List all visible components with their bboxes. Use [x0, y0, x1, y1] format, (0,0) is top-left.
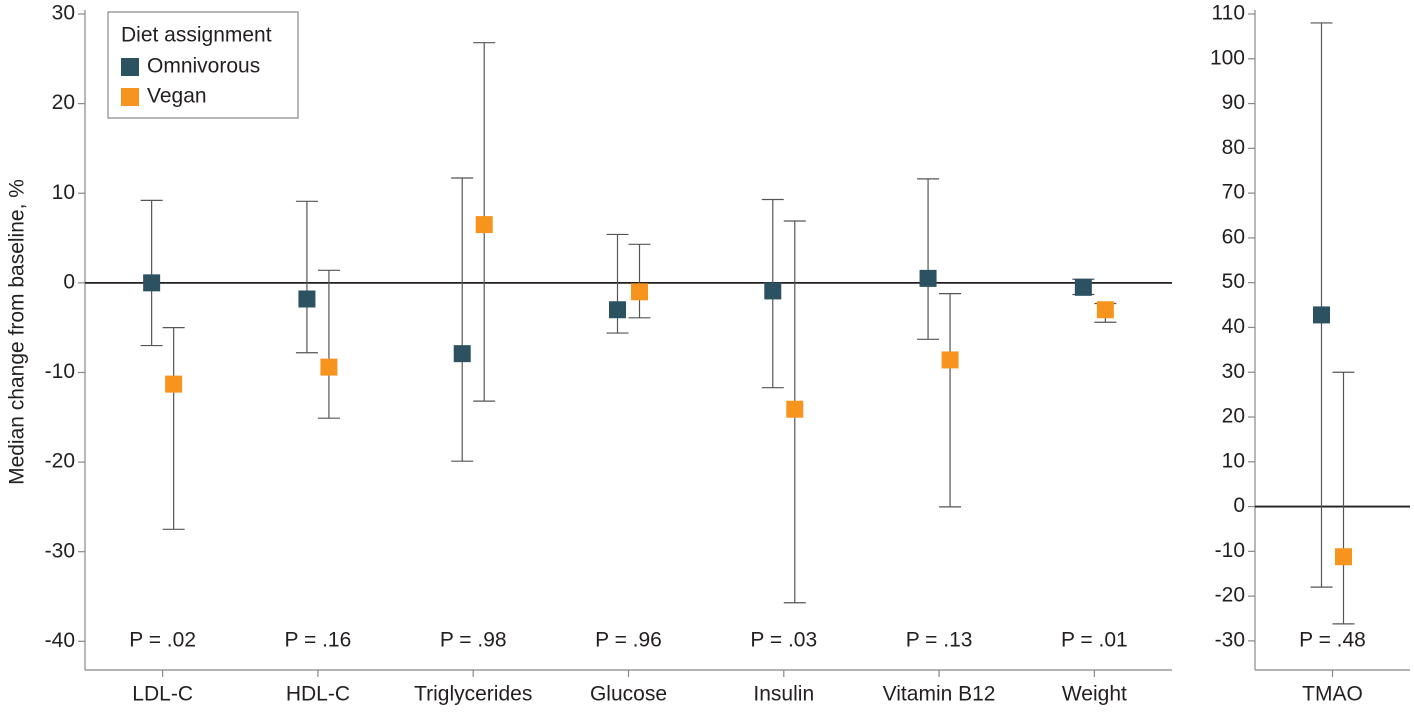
p-label: P = .03: [750, 629, 817, 652]
legend-title: Diet assignment: [121, 24, 272, 47]
point-marker: [298, 290, 316, 308]
y-tick-label: 10: [1222, 449, 1245, 472]
y-tick-label: 50: [1222, 270, 1245, 293]
x-tick-label: Weight: [1062, 683, 1127, 706]
y-tick-label: -10: [45, 360, 75, 383]
y-tick-label: -10: [1215, 539, 1245, 562]
point-marker: [320, 358, 338, 376]
legend-box: [107, 11, 299, 119]
y-tick-label: 110: [1212, 2, 1245, 25]
point-marker: [764, 282, 782, 300]
y-tick-label: 10: [52, 181, 75, 204]
point-marker: [1074, 278, 1092, 296]
y-tick-label: 80: [1222, 136, 1245, 159]
x-tick-label: Triglycerides: [414, 683, 532, 706]
y-tick-label: 20: [52, 91, 75, 114]
legend-swatch: [121, 88, 139, 106]
p-label: P = .48: [1299, 629, 1366, 652]
y-tick-label: 70: [1222, 181, 1245, 204]
y-tick-label: 0: [1233, 494, 1245, 517]
y-axis-label: Median change from baseline, %: [6, 179, 29, 485]
x-tick-label: LDL-C: [132, 683, 193, 706]
y-tick-label: 20: [1222, 405, 1245, 428]
p-label: P = .13: [906, 629, 973, 652]
p-label: P = .96: [595, 629, 662, 652]
point-marker: [1096, 301, 1114, 319]
p-label: P = .98: [440, 629, 507, 652]
p-label: P = .01: [1061, 629, 1128, 652]
legend-label: Omnivorous: [147, 55, 260, 78]
p-label: P = .02: [129, 629, 196, 652]
x-tick-label: Insulin: [753, 683, 814, 706]
y-tick-label: 60: [1222, 225, 1245, 248]
y-tick-label: -30: [45, 539, 75, 562]
y-tick-label: 30: [52, 2, 75, 25]
y-tick-label: 30: [1222, 360, 1245, 383]
point-marker: [631, 283, 648, 301]
x-tick-label: Glucose: [590, 683, 667, 706]
point-marker: [941, 351, 959, 369]
point-marker: [1335, 548, 1352, 566]
y-tick-label: 100: [1210, 46, 1245, 69]
x-tick-label: TMAO: [1302, 683, 1363, 706]
y-tick-label: -30: [1215, 628, 1245, 651]
point-marker: [475, 216, 493, 234]
p-label: P = .16: [285, 629, 352, 652]
legend-label: Vegan: [147, 85, 207, 108]
point-marker: [919, 269, 937, 287]
y-tick-label: -20: [1215, 584, 1245, 607]
point-marker: [143, 274, 161, 292]
point-marker: [609, 301, 626, 319]
x-tick-label: HDL-C: [286, 683, 350, 706]
y-tick-label: 40: [1222, 315, 1245, 338]
point-marker: [453, 345, 471, 363]
legend-swatch: [121, 58, 139, 76]
y-tick-label: -20: [45, 450, 75, 473]
point-marker: [165, 375, 183, 393]
point-marker: [1313, 306, 1330, 324]
y-tick-label: -40: [45, 629, 75, 652]
y-tick-label: 90: [1222, 91, 1245, 114]
y-tick-label: 0: [63, 270, 75, 293]
x-tick-label: Vitamin B12: [883, 683, 996, 706]
point-marker: [786, 400, 804, 418]
